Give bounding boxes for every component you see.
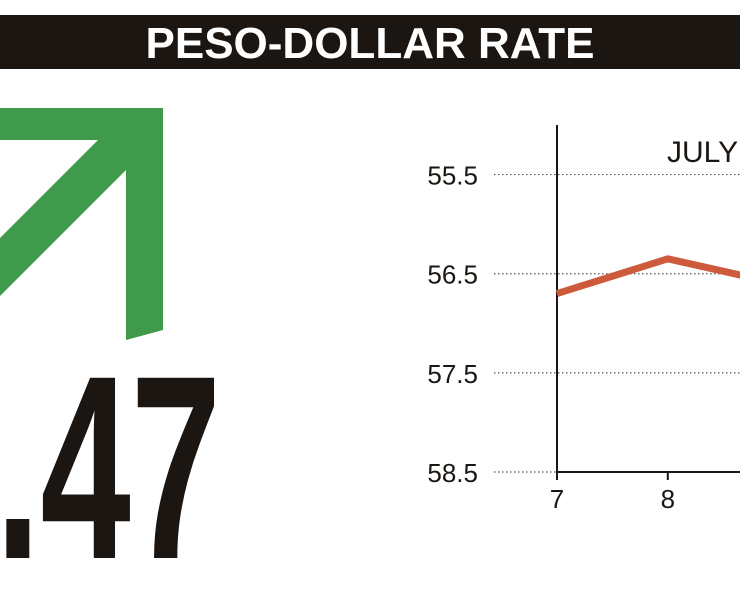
- up-arrow: [0, 108, 163, 340]
- rate-line: [555, 255, 740, 297]
- x-tick-label: 8: [661, 484, 675, 514]
- y-tick-label: 58.5: [427, 458, 478, 488]
- period-label: JULY: [667, 136, 738, 169]
- y-tick-label: 55.5: [427, 161, 478, 191]
- title: PESO-DOLLAR RATE: [146, 19, 595, 68]
- y-tick-label: 56.5: [427, 260, 478, 290]
- x-tick-label: 7: [550, 484, 564, 514]
- y-tick-label: 57.5: [427, 359, 478, 389]
- title-bar: [0, 15, 740, 69]
- headline-value: 6.47: [0, 322, 221, 600]
